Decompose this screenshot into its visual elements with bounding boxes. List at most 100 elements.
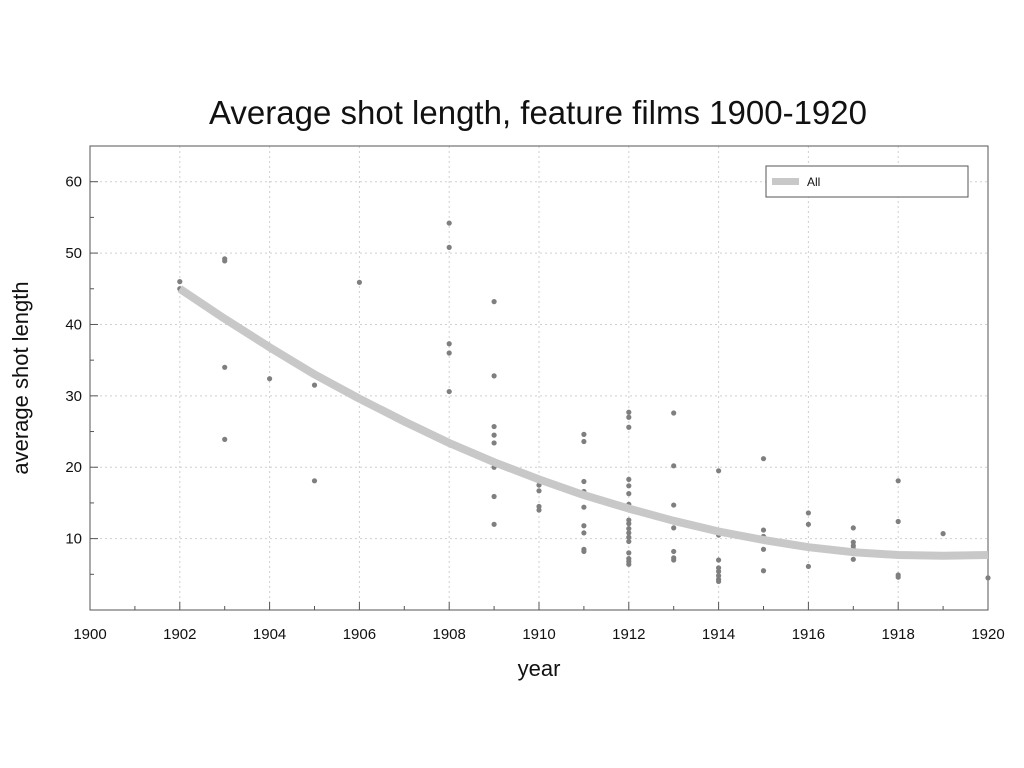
data-point <box>222 436 228 442</box>
trend-line-group <box>177 285 989 560</box>
data-point <box>671 557 677 563</box>
data-point <box>716 573 722 579</box>
data-point <box>626 491 632 497</box>
data-point <box>895 574 901 580</box>
x-tick-label: 1914 <box>702 626 735 643</box>
data-point <box>895 518 901 525</box>
data-point <box>222 258 228 264</box>
legend-label-all: All <box>807 175 820 189</box>
data-point <box>536 507 542 513</box>
data-point <box>626 414 632 420</box>
data-point <box>311 478 318 484</box>
data-point <box>805 510 812 516</box>
data-point <box>626 530 632 536</box>
data-point <box>716 578 722 585</box>
axis-ticks: 1900 1902 1904 1906 1908 1910 1912 1914 1916 1918… <box>65 145 1005 643</box>
x-tick-label: 1912 <box>612 626 645 643</box>
data-point <box>671 548 677 555</box>
data-point <box>446 388 452 395</box>
data-point <box>446 244 452 250</box>
data-point <box>716 568 722 575</box>
data-point <box>850 556 856 562</box>
data-point <box>267 376 273 382</box>
data-point <box>581 530 587 536</box>
data-point <box>626 534 632 540</box>
legend: All <box>765 165 969 198</box>
data-point <box>716 468 722 474</box>
data-point <box>581 548 587 555</box>
data-point <box>805 521 812 527</box>
data-point <box>626 476 632 482</box>
data-point <box>760 456 767 462</box>
x-tick-label: 1906 <box>343 626 376 643</box>
y-tick-label: 20 <box>65 459 82 476</box>
data-point <box>536 488 542 494</box>
data-point <box>491 440 497 446</box>
data-point <box>671 410 677 416</box>
data-point <box>491 493 497 500</box>
x-tick-label: 1918 <box>882 626 915 643</box>
data-point <box>491 373 497 379</box>
data-point <box>671 463 677 469</box>
data-point <box>581 504 587 510</box>
data-point <box>581 438 587 445</box>
data-point <box>850 525 856 531</box>
data-point <box>491 423 497 430</box>
data-point <box>850 539 856 545</box>
data-point <box>626 550 632 556</box>
data-point <box>671 502 677 508</box>
data-point <box>760 546 767 552</box>
data-point <box>626 409 632 415</box>
x-tick-label: 1900 <box>73 626 106 643</box>
y-tick-label: 60 <box>65 174 82 191</box>
x-tick-label: 1904 <box>253 626 286 643</box>
data-point <box>626 538 632 545</box>
data-point <box>805 563 812 570</box>
data-point <box>491 432 497 438</box>
data-point <box>536 503 542 510</box>
x-tick-label: 1916 <box>792 626 825 643</box>
chart-title: Average shot length, feature films 1900-… <box>209 94 867 131</box>
data-point <box>491 521 497 527</box>
data-point <box>356 279 362 285</box>
data-point <box>985 575 991 581</box>
data-point <box>940 531 946 537</box>
data-point <box>895 478 901 484</box>
data-point <box>581 523 587 529</box>
data-point <box>581 478 587 485</box>
data-point <box>626 483 632 489</box>
data-point <box>671 525 677 531</box>
data-point <box>177 279 183 285</box>
y-tick-label: 10 <box>65 531 82 548</box>
y-tick-label: 40 <box>65 316 82 333</box>
data-point <box>760 568 767 574</box>
data-point <box>581 431 587 437</box>
data-point <box>626 521 632 527</box>
legend-box <box>765 165 969 198</box>
data-point <box>491 299 497 305</box>
data-point <box>626 517 632 523</box>
data-point <box>222 364 228 370</box>
data-point <box>760 527 767 533</box>
data-point <box>446 220 452 226</box>
x-tick-label: 1902 <box>163 626 196 643</box>
x-tick-label: 1920 <box>971 626 1004 643</box>
data-point <box>446 341 452 347</box>
data-point <box>446 350 452 356</box>
data-point <box>716 557 722 563</box>
data-point <box>716 565 722 571</box>
x-axis-label: year <box>518 656 561 681</box>
trend-line-all <box>177 285 989 560</box>
data-points <box>177 220 991 585</box>
data-point <box>626 526 632 532</box>
y-tick-label: 50 <box>65 245 82 262</box>
x-tick-label: 1908 <box>433 626 466 643</box>
y-tick-label: 30 <box>65 388 82 405</box>
data-point <box>311 382 318 388</box>
y-axis-label: average shot length <box>8 281 33 474</box>
data-point <box>626 424 632 430</box>
x-tick-label: 1910 <box>522 626 555 643</box>
data-point <box>626 561 632 567</box>
